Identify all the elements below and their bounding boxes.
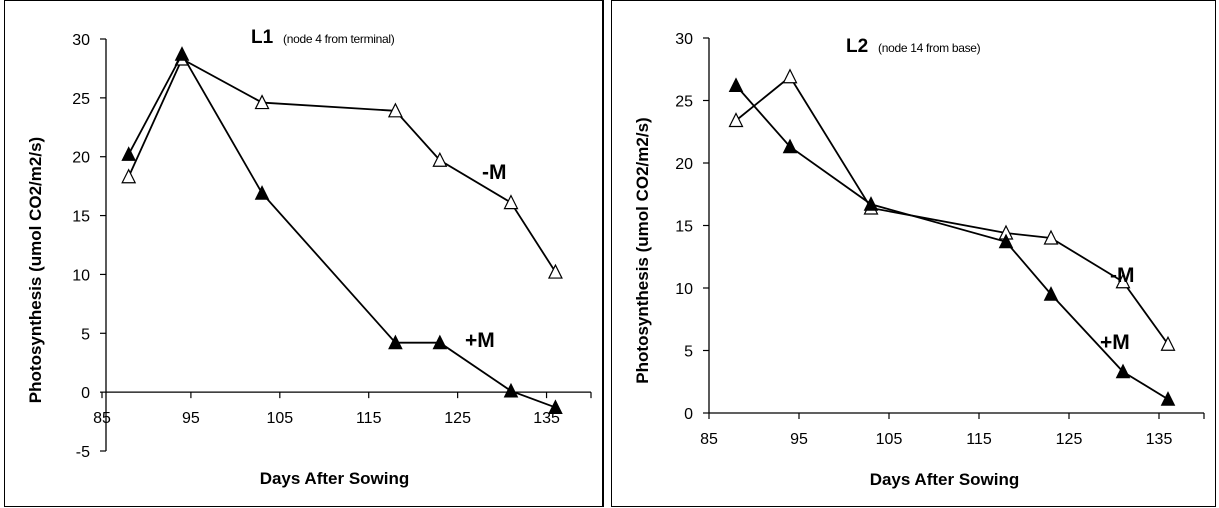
y-tick-label: 25 xyxy=(72,91,90,108)
series-minus-m-label: -M xyxy=(482,161,507,184)
chart-subtitle: (node 4 from terminal) xyxy=(283,32,395,46)
y-tick-label: 10 xyxy=(675,281,693,298)
series-minus-m-label: -M xyxy=(1110,264,1135,287)
x-tick-label: 115 xyxy=(966,431,992,448)
series-plus-m-point xyxy=(432,334,448,350)
x-tick-label: 85 xyxy=(700,431,718,448)
y-tick-label: -5 xyxy=(76,444,90,461)
series-plus-m-label: +M xyxy=(1100,331,1130,354)
series-minus-m-point xyxy=(547,263,563,279)
series-minus-m-point xyxy=(728,112,744,128)
x-tick-label: 135 xyxy=(533,410,560,427)
series-plus-m-point xyxy=(782,138,798,154)
y-tick-label: 5 xyxy=(81,326,90,343)
series-minus-m-line xyxy=(735,75,1169,345)
y-tick-label: 20 xyxy=(72,150,90,167)
x-tick-label: 105 xyxy=(876,431,903,448)
x-tick-label: 125 xyxy=(444,410,471,427)
series-plus-m-point xyxy=(863,196,879,211)
x-axis-title: Days After Sowing xyxy=(260,469,410,488)
x-axis-title: Days After Sowing xyxy=(870,470,1020,489)
series-plus-m-point xyxy=(1115,363,1131,379)
chart-subtitle: (node 14 from base) xyxy=(878,41,981,55)
y-tick-label: 0 xyxy=(81,385,90,402)
y-tick-label: 15 xyxy=(72,209,90,226)
series-plus-m-point xyxy=(174,46,190,61)
y-tick-label: 20 xyxy=(675,156,693,173)
chart-l1: L1 (node 4 from terminal) -5 0 5 10 15 20 25 30 85… xyxy=(26,27,592,488)
x-tick-label: 85 xyxy=(93,410,111,427)
series-minus-m-point xyxy=(503,194,519,210)
series-minus-m-point xyxy=(387,102,403,118)
series-minus-m-point xyxy=(782,68,798,84)
y-axis-title: Photosynthesis (umol CO2/m2/s) xyxy=(26,137,45,403)
x-tick-label: 125 xyxy=(1056,431,1083,448)
series-plus-m-point xyxy=(728,77,744,92)
y-axis-title: Photosynthesis (umol CO2/m2/s) xyxy=(633,117,652,383)
series-minus-m-point xyxy=(121,168,137,184)
series-plus-m-point xyxy=(1160,391,1176,406)
y-tick-label: 0 xyxy=(684,406,693,423)
y-tick-label: 30 xyxy=(675,31,693,48)
y-tick-label: 25 xyxy=(675,94,693,111)
series-plus-m-point xyxy=(503,382,519,398)
series-plus-m-point xyxy=(1043,286,1059,301)
series-plus-m-point xyxy=(998,233,1014,249)
x-tick-label: 105 xyxy=(266,410,293,427)
series-minus-m-point xyxy=(1115,273,1131,289)
chart-panel-l2: L2 (node 14 from base) 0 5 10 15 20 25 30 85 95 105… xyxy=(611,0,1216,507)
x-tick-label: 115 xyxy=(356,410,382,427)
y-tick-label: 10 xyxy=(72,267,90,284)
x-tick-label: 95 xyxy=(790,431,808,448)
series-minus-m-point xyxy=(1160,335,1176,351)
series-plus-m-point xyxy=(254,185,270,200)
chart-title: L2 xyxy=(846,36,868,57)
series-minus-m-point xyxy=(432,151,448,167)
series-minus-m-point xyxy=(254,94,270,110)
series-plus-m-label: +M xyxy=(465,329,495,352)
y-tick-label: 5 xyxy=(684,344,693,361)
chart-panel-l1: L1 (node 4 from terminal) -5 0 5 10 15 20 25 30 85… xyxy=(4,0,604,507)
chart-title: L1 xyxy=(251,27,274,48)
y-tick-label: 15 xyxy=(675,219,693,236)
x-tick-label: 135 xyxy=(1146,431,1173,448)
y-tick-label: 30 xyxy=(72,32,90,49)
x-tick-label: 95 xyxy=(182,410,200,427)
series-plus-m-point xyxy=(388,334,403,350)
chart-l2: L2 (node 14 from base) 0 5 10 15 20 25 30 85 95 105… xyxy=(633,31,1205,489)
series-plus-m-point xyxy=(548,399,563,414)
series-plus-m-point xyxy=(121,146,136,161)
series-minus-m-point xyxy=(1043,229,1059,245)
